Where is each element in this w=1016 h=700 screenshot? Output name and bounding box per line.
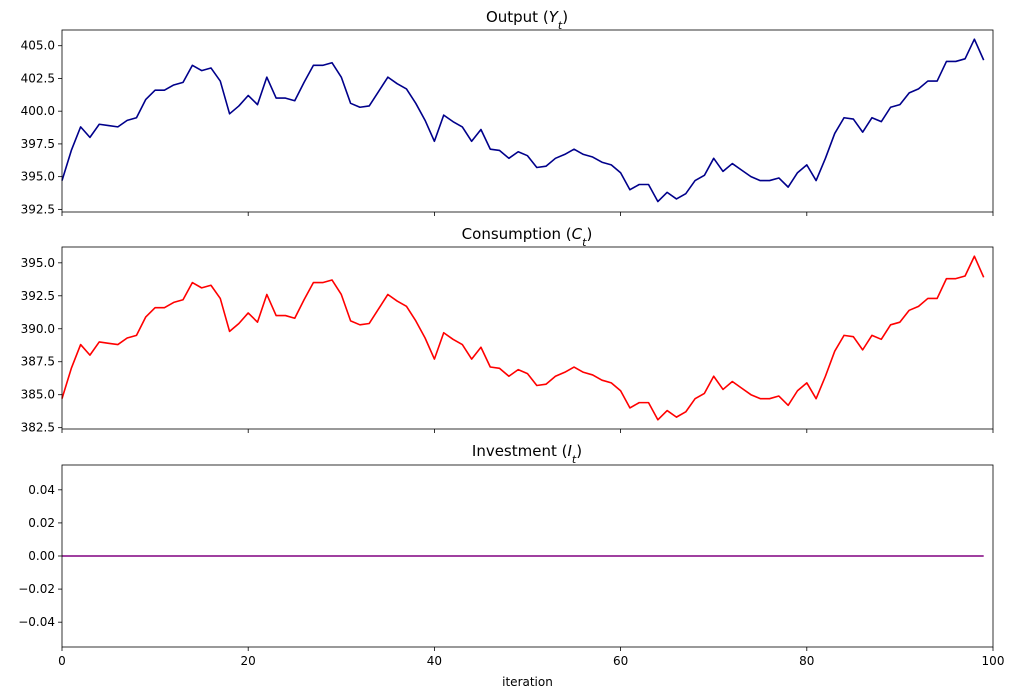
- investment-xtick-label: 60: [613, 654, 628, 668]
- consumption-title-text: Consumption (: [462, 225, 572, 243]
- investment-title: Investment (It): [472, 442, 582, 466]
- consumption-axes-frame: [61, 246, 994, 430]
- output-title-text: Output (: [486, 8, 549, 26]
- investment-xtick-label: 100: [982, 654, 1005, 668]
- output-series-line: [61, 38, 985, 203]
- investment-ytick-label: 0.04: [28, 483, 55, 497]
- investment-title-sub: t: [572, 453, 577, 466]
- output-ytick-label: 397.5: [21, 137, 55, 151]
- consumption-ytick-label: 395.0: [21, 256, 55, 270]
- output-ytick-label: 405.0: [21, 39, 55, 53]
- output-title-close: ): [562, 8, 568, 26]
- consumption-ytick-label: 392.5: [21, 289, 55, 303]
- output-axes-frame: [61, 29, 994, 213]
- investment-title-text: Investment (: [472, 442, 568, 460]
- investment-ytick-label: −0.02: [18, 582, 55, 596]
- consumption-title-var: C: [572, 225, 583, 243]
- investment-xtick-label: 40: [427, 654, 442, 668]
- consumption-ytick-label: 382.5: [21, 421, 55, 435]
- consumption-ytick-label: 385.0: [21, 388, 55, 402]
- investment-ytick-label: −0.04: [18, 615, 55, 629]
- investment-xtick-label: 0: [58, 654, 66, 668]
- investment-xtick-label: 20: [241, 654, 256, 668]
- output-title: Output (Yt): [486, 8, 568, 32]
- output-title-sub: t: [558, 19, 563, 32]
- output-ytick-label: 400.0: [21, 104, 55, 118]
- consumption-title-sub: t: [582, 236, 587, 249]
- investment-ytick-label: 0.02: [28, 516, 55, 530]
- investment-ytick-label: 0.00: [28, 549, 55, 563]
- consumption-series-line: [61, 255, 985, 421]
- output-ytick-label: 395.0: [21, 170, 55, 184]
- output-ytick-label: 392.5: [21, 202, 55, 216]
- investment-title-var: I: [567, 442, 572, 460]
- consumption-title: Consumption (Ct): [462, 225, 593, 249]
- investment-xaxis-label: iteration: [502, 675, 553, 689]
- investment-panel: Investment (It) −0.04 −0.02 0.00 0.02 0.04 0 2…: [18, 442, 1004, 689]
- consumption-title-close: ): [586, 225, 592, 243]
- output-title-var: Y: [549, 8, 560, 26]
- consumption-panel: Consumption (Ct) 382.5 385.0 387.5 390.0 392…: [21, 225, 994, 435]
- consumption-ytick-label: 390.0: [21, 322, 55, 336]
- investment-title-close: ): [576, 442, 582, 460]
- output-ytick-label: 402.5: [21, 71, 55, 85]
- consumption-ytick-label: 387.5: [21, 355, 55, 369]
- investment-xtick-label: 80: [799, 654, 814, 668]
- output-panel: Output (Yt) 392.5 395.0 397.5 400.0 402.5 405…: [21, 8, 994, 216]
